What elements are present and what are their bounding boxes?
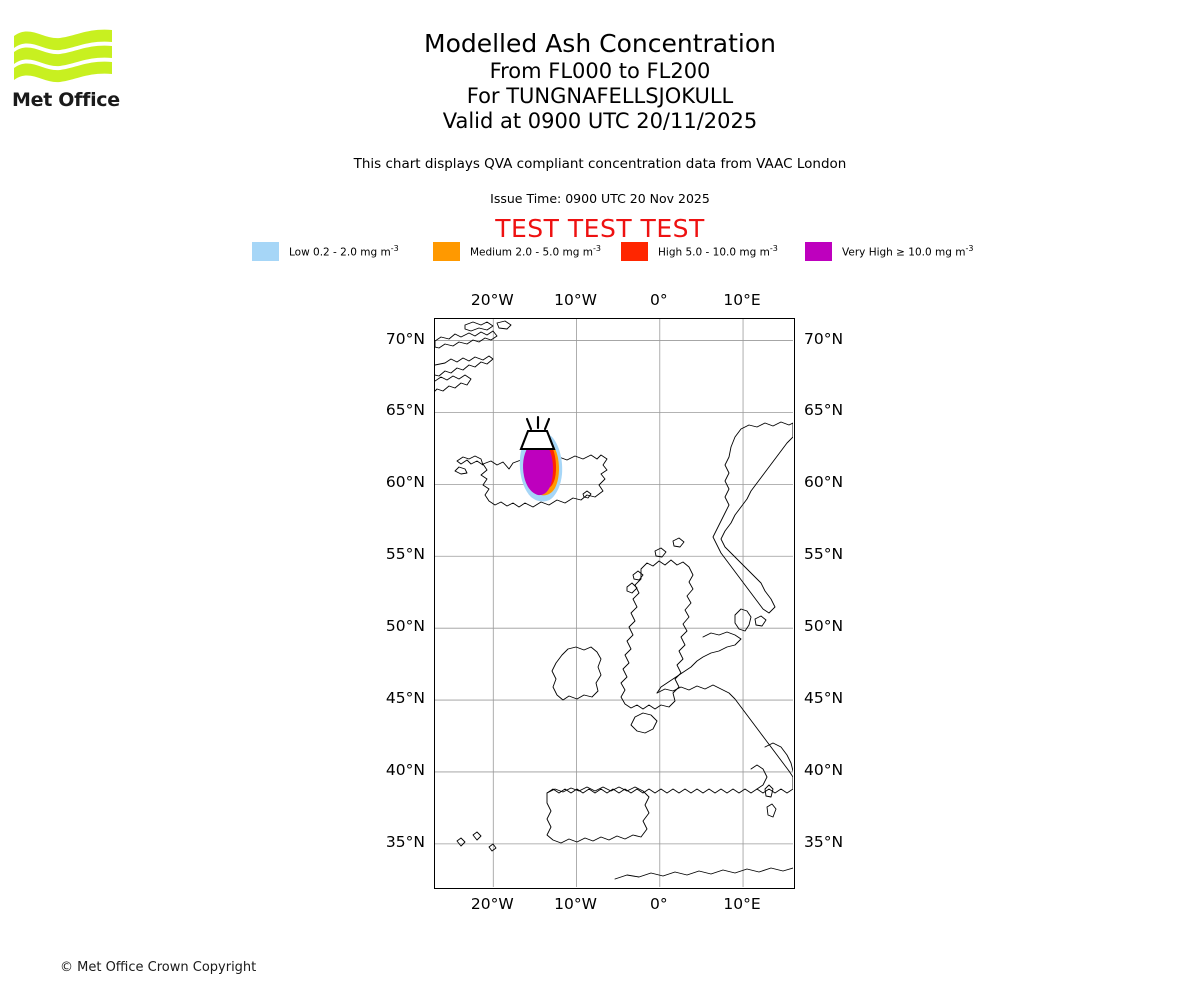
lat-tick-right-2: 60°N	[804, 473, 844, 492]
volcano-marker-icon	[519, 415, 556, 451]
qva-note: This chart displays QVA compliant concen…	[353, 156, 847, 172]
lat-tick-right-6: 40°N	[804, 760, 844, 779]
legend-item-1: Medium 2.0 - 5.0 mg m-3	[433, 241, 601, 261]
copyright-notice: © Met Office Crown Copyright	[60, 960, 257, 975]
lon-tick-bottom-3: 10°E	[723, 895, 761, 913]
lat-tick-right-4: 50°N	[804, 617, 844, 636]
lat-tick-left-7: 35°N	[385, 832, 425, 851]
lat-tick-right-3: 55°N	[804, 545, 844, 564]
lat-tick-right-5: 45°N	[804, 689, 844, 708]
map-gridlines	[435, 319, 793, 887]
map-plot-area	[434, 318, 795, 889]
lon-tick-bottom-0: 20°W	[470, 895, 514, 913]
title-volcano-name: For TUNGNAFELLSJOKULL	[466, 84, 734, 108]
title-valid-time: Valid at 0900 UTC 20/11/2025	[442, 109, 758, 133]
lat-tick-right-7: 35°N	[804, 832, 844, 851]
title-flight-levels: From FL000 to FL200	[489, 59, 711, 83]
lon-tick-top-3: 10°E	[723, 291, 761, 309]
met-office-logo-text: Met Office	[12, 89, 120, 111]
coastlines	[435, 320, 793, 880]
lat-tick-left-1: 65°N	[385, 401, 425, 420]
legend-item-0: Low 0.2 - 2.0 mg m-3	[252, 241, 399, 261]
legend-swatch-3	[805, 241, 832, 261]
met-office-logo-waves	[14, 29, 112, 83]
legend-label-1: Medium 2.0 - 5.0 mg m-3	[470, 243, 601, 259]
legend-item-2: High 5.0 - 10.0 mg m-3	[621, 241, 778, 261]
chart-title-block: Modelled Ash Concentration From FL000 to…	[0, 28, 1200, 134]
legend-label-0: Low 0.2 - 2.0 mg m-3	[289, 243, 399, 259]
concentration-legend: Low 0.2 - 2.0 mg m-3 Medium 2.0 - 5.0 mg …	[252, 241, 992, 261]
legend-swatch-1	[433, 241, 460, 261]
lat-tick-right-1: 65°N	[804, 401, 844, 420]
lat-tick-right-0: 70°N	[804, 329, 844, 348]
legend-item-3: Very High ≥ 10.0 mg m-3	[805, 241, 973, 261]
legend-label-3: Very High ≥ 10.0 mg m-3	[842, 243, 974, 259]
page-title: Modelled Ash Concentration	[424, 29, 776, 58]
lon-tick-top-0: 20°W	[470, 291, 514, 309]
legend-swatch-2	[621, 241, 648, 261]
legend-swatch-0	[252, 241, 279, 261]
issue-time: Issue Time: 0900 UTC 20 Nov 2025	[490, 191, 710, 206]
lon-tick-bottom-1: 10°W	[554, 895, 597, 913]
legend-label-2: High 5.0 - 10.0 mg m-3	[658, 243, 778, 259]
lat-tick-left-2: 60°N	[385, 473, 425, 492]
lat-tick-left-0: 70°N	[385, 329, 425, 348]
lat-tick-left-5: 45°N	[385, 689, 425, 708]
ash-plume-very-high	[523, 442, 553, 496]
test-banner: TEST TEST TEST	[495, 214, 705, 243]
map-canvas	[435, 319, 793, 887]
lon-tick-top-2: 0°	[649, 291, 668, 309]
lat-tick-left-6: 40°N	[385, 760, 425, 779]
met-office-logo: Met Office	[12, 26, 122, 116]
lon-tick-top-1: 10°W	[554, 291, 597, 309]
lon-tick-bottom-2: 0°	[649, 895, 668, 913]
lat-tick-left-3: 55°N	[385, 545, 425, 564]
lat-tick-left-4: 50°N	[385, 617, 425, 636]
